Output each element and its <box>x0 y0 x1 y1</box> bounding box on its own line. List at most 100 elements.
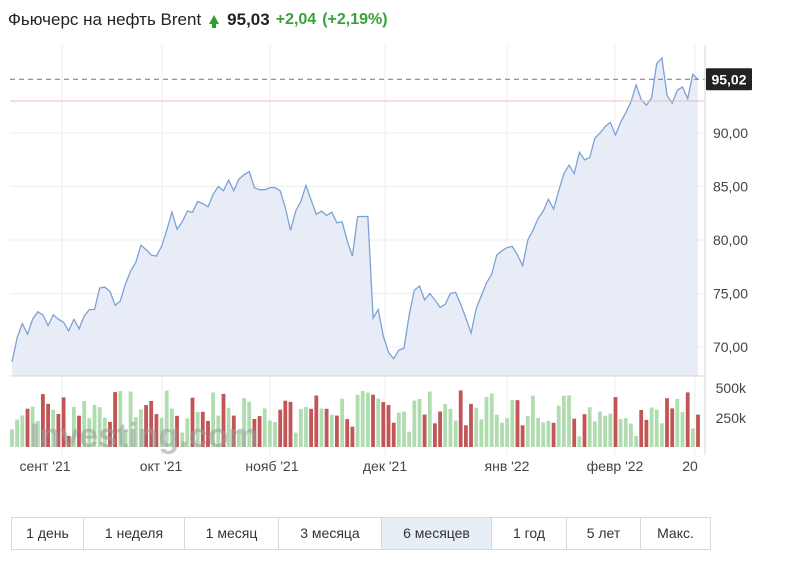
y-tick-label: 85,00 <box>713 179 748 195</box>
current-price-label: 95,02 <box>711 71 746 87</box>
volume-bar <box>598 411 602 447</box>
range-tabs: 1 день 1 неделя 1 месяц 3 месяца 6 месяцев 1 … <box>11 517 711 550</box>
volume-bar <box>113 392 117 447</box>
volume-bar <box>510 399 515 447</box>
volume-bar <box>500 422 504 447</box>
investing-logo: Investing.com <box>30 417 259 455</box>
volume-bar <box>546 420 551 447</box>
volume-bar <box>520 425 525 447</box>
volume-bar <box>51 409 56 447</box>
instrument-title: Фьючерс на нефть Brent <box>8 10 202 29</box>
tab-range[interactable]: 1 неделя <box>84 518 185 549</box>
volume-bar <box>242 398 246 447</box>
volume-bar <box>108 421 112 447</box>
volume-bar <box>164 390 169 447</box>
volume-bar <box>293 432 298 447</box>
tab-range[interactable]: 1 год <box>492 518 567 549</box>
volume-bar <box>123 431 128 447</box>
price-change: +2,04 <box>275 11 317 28</box>
volume-bar <box>56 414 61 447</box>
volume-tick-label: 500k <box>716 380 747 396</box>
volume-bar <box>660 423 664 447</box>
tab-range[interactable]: 3 месяца <box>279 518 382 549</box>
x-tick-label: окт '21 <box>140 458 183 474</box>
volume-bar <box>685 392 690 447</box>
volume-bar <box>288 401 293 447</box>
volume-bar <box>82 401 87 447</box>
volume-bar <box>25 408 30 447</box>
volume-bar <box>536 417 540 447</box>
volume-bar <box>216 415 221 447</box>
volume-bar <box>603 415 607 447</box>
volume-bar <box>515 400 520 447</box>
volume-bar <box>66 435 71 447</box>
volume-bar <box>417 398 422 447</box>
y-tick-label: 80,00 <box>713 232 748 248</box>
volume-bar <box>170 408 174 447</box>
volume-bar <box>458 390 463 447</box>
volume-bar <box>102 417 107 447</box>
volume-bar <box>257 416 262 447</box>
volume-bar <box>407 431 411 447</box>
tab-range[interactable]: 6 месяцев <box>382 518 492 549</box>
volume-bar <box>329 414 334 447</box>
volume-bar <box>582 414 587 447</box>
volume-bar <box>133 417 138 447</box>
volume-bar <box>639 410 644 447</box>
price-line <box>11 56 699 363</box>
volume-bar <box>649 407 654 447</box>
volume-bar <box>206 420 210 447</box>
tab-range[interactable]: Макс. <box>657 525 694 541</box>
tab-range[interactable]: 1 день <box>12 518 84 549</box>
volume-bar <box>340 398 344 447</box>
x-tick-label: сент '21 <box>19 458 70 474</box>
volume-bar <box>175 415 179 447</box>
volume-bar <box>154 414 159 447</box>
volume-bar <box>567 395 571 447</box>
volume-bar <box>464 425 468 447</box>
x-tick-label: дек '21 <box>363 458 407 474</box>
up-arrow-icon <box>209 14 220 28</box>
volume-bar <box>505 418 509 447</box>
volume-bar <box>474 407 479 447</box>
volume-bar <box>531 395 535 447</box>
volume-bar <box>324 408 329 447</box>
volume-bar <box>427 391 432 447</box>
volume-bar <box>608 413 613 447</box>
volume-bar <box>386 405 391 447</box>
volume-bar <box>118 391 123 447</box>
volume-bar <box>231 415 236 447</box>
y-tick-label: 70,00 <box>713 339 748 355</box>
volume-bar <box>623 418 628 447</box>
current-price-tag <box>706 68 752 91</box>
tab-range[interactable]: 1 месяц <box>185 518 279 549</box>
x-tick-label: янв '22 <box>485 458 530 474</box>
volume-bar <box>128 391 133 447</box>
volume-bar <box>335 415 339 447</box>
volume-bar <box>556 405 561 447</box>
volume-bar <box>360 391 365 447</box>
volume-bar <box>690 428 695 447</box>
volume-bar <box>185 418 190 447</box>
volume-bar <box>97 407 102 447</box>
x-tick-label: 20 <box>682 458 698 474</box>
volume-bar <box>247 401 252 447</box>
volume-bar <box>670 408 675 447</box>
volume-bar <box>541 422 546 447</box>
volume-bar <box>453 420 458 447</box>
volume-bar <box>469 403 473 447</box>
price-chart[interactable]: 70,00 75,00 80,00 85,00 90,00 95,02 500k 250k In… <box>0 40 790 480</box>
tab-range[interactable]: 5 лет <box>567 518 641 549</box>
instrument-header: Фьючерс на нефть Brent 95,03 +2,04 (+2,1… <box>8 7 388 33</box>
volume-bar <box>221 393 226 447</box>
volume-bar <box>304 406 308 447</box>
volume-bar <box>644 419 649 447</box>
volume-bar <box>10 429 14 447</box>
volume-bar <box>92 404 97 447</box>
volume-bar <box>211 392 215 447</box>
volume-bar <box>592 421 597 447</box>
volume-bar <box>562 395 566 447</box>
volume-bar <box>479 419 484 447</box>
volume-bar <box>268 420 272 447</box>
volume-bar <box>629 423 633 447</box>
